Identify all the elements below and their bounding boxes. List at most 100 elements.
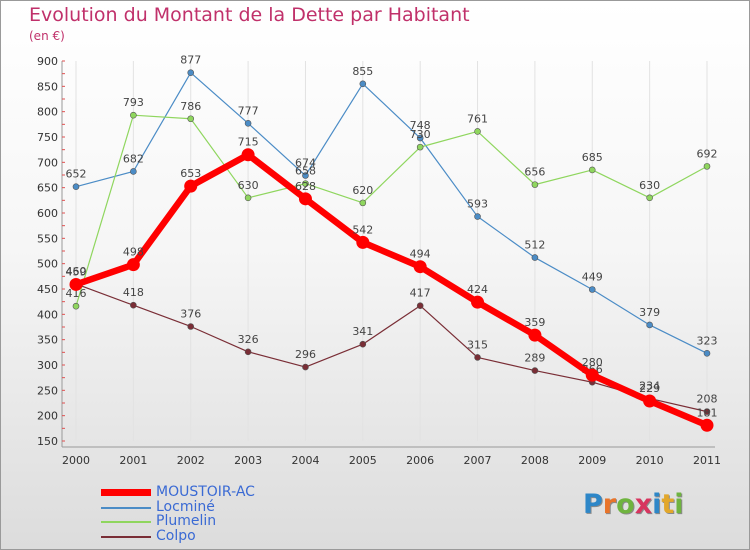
data-label: 628	[295, 180, 316, 193]
data-label: 793	[123, 96, 144, 109]
data-label: 682	[123, 152, 144, 165]
x-tick-label: 2011	[693, 454, 721, 467]
data-label: 323	[697, 334, 718, 347]
data-label: 658	[295, 165, 316, 178]
data-label: 296	[295, 348, 316, 361]
x-tick-label: 2005	[349, 454, 377, 467]
data-label: 692	[697, 147, 718, 160]
data-label: 181	[697, 406, 718, 419]
legend-label: MOUSTOIR-AC	[156, 484, 255, 500]
data-point	[130, 111, 137, 119]
data-point	[588, 166, 596, 174]
data-label: 208	[697, 393, 718, 406]
data-label: 341	[352, 325, 373, 338]
x-tick-label: 2006	[406, 454, 434, 467]
legend-swatch	[101, 521, 151, 523]
legend-swatch	[101, 489, 151, 496]
data-label: 315	[467, 338, 488, 351]
data-point	[302, 172, 309, 179]
y-tick-label: 550	[37, 232, 58, 245]
x-tick-label: 2004	[291, 454, 319, 467]
y-tick-label: 300	[37, 359, 58, 372]
logo-letter: i	[652, 489, 662, 520]
data-point	[585, 368, 599, 382]
data-label: 494	[410, 248, 431, 261]
series-line	[74, 151, 709, 429]
x-tick-label: 2009	[578, 454, 606, 467]
legend-label: Colpo	[156, 527, 196, 544]
y-tick-label: 600	[37, 207, 58, 220]
chart-title: Evolution du Montant de la Dette par Hab…	[29, 4, 470, 26]
data-point	[531, 254, 539, 261]
data-point	[646, 194, 653, 202]
logo-letter: i	[674, 489, 684, 520]
y-tick-label: 200	[37, 410, 58, 423]
data-label: 855	[352, 65, 373, 78]
x-tick-label: 2007	[464, 454, 492, 467]
data-label: 418	[123, 286, 144, 299]
x-tick-label: 2002	[177, 454, 205, 467]
y-tick-label: 450	[37, 283, 58, 296]
x-tick-label: 2008	[521, 454, 549, 467]
data-point	[356, 235, 370, 249]
data-label: 630	[238, 179, 259, 192]
data-label: 460	[66, 265, 87, 278]
logo-letter: o	[616, 489, 635, 520]
data-label: 656	[524, 166, 545, 179]
data-label: 416	[66, 287, 87, 300]
data-point	[471, 295, 485, 309]
data-label: 280	[582, 356, 603, 369]
legend-swatch	[101, 506, 151, 509]
data-label: 748	[410, 119, 431, 132]
data-point	[72, 183, 80, 190]
data-point	[187, 69, 195, 76]
x-tick-label: 2010	[636, 454, 664, 467]
data-point	[703, 350, 711, 357]
data-point	[531, 181, 539, 188]
data-point	[531, 367, 539, 374]
y-tick-label: 250	[37, 384, 58, 397]
data-point	[646, 321, 653, 329]
data-point	[359, 199, 367, 207]
data-label: 593	[467, 198, 488, 211]
data-label: 620	[352, 184, 373, 197]
data-label: 674	[295, 157, 316, 170]
legend-swatch	[101, 535, 151, 538]
data-label: 289	[524, 352, 545, 365]
data-point	[474, 128, 481, 135]
data-point	[359, 80, 367, 88]
data-label: 326	[238, 333, 259, 346]
data-point	[703, 163, 711, 170]
y-tick-label: 900	[37, 55, 58, 68]
data-point	[187, 115, 195, 123]
data-point	[700, 418, 714, 432]
data-label: 459	[66, 265, 87, 278]
data-label: 359	[524, 316, 545, 329]
data-label: 229	[639, 382, 660, 395]
data-label: 379	[639, 306, 660, 319]
data-point	[474, 354, 481, 361]
data-label: 777	[238, 104, 259, 117]
data-label: 715	[238, 136, 259, 149]
y-tick-label: 500	[37, 258, 58, 271]
logo-letter: t	[661, 489, 675, 520]
data-point	[588, 286, 596, 293]
data-point	[244, 194, 252, 202]
data-point	[130, 168, 137, 175]
data-label: 877	[180, 54, 201, 67]
proxiti-logo: Proxiti	[583, 489, 684, 520]
data-label: 424	[467, 283, 488, 296]
series-line	[75, 72, 708, 354]
logo-letter: r	[602, 489, 617, 520]
data-point	[416, 134, 424, 142]
data-label: 376	[180, 307, 201, 320]
logo-letter: x	[634, 489, 653, 520]
data-label: 234	[639, 379, 660, 392]
x-tick-label: 2000	[62, 454, 90, 467]
y-tick-label: 150	[37, 435, 58, 448]
series-line	[75, 114, 708, 307]
data-label: 630	[639, 179, 660, 192]
data-label: 449	[582, 271, 603, 284]
data-label: 542	[352, 223, 373, 236]
